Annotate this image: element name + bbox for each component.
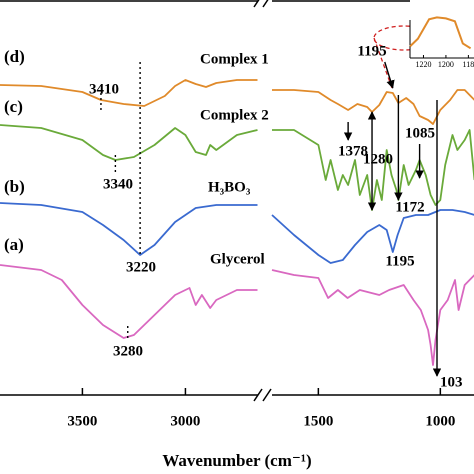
inset-background	[410, 0, 474, 72]
inset-tick-label: 1200	[438, 60, 454, 69]
annotation-arrow	[384, 61, 395, 89]
annotation-label: 3280	[113, 343, 143, 359]
spectrum-line	[0, 264, 474, 366]
x-axis-label: Wavenumber (cm⁻¹)	[162, 451, 311, 470]
annotation-label: 1172	[395, 199, 424, 215]
x-tick-label: 3500	[67, 413, 97, 429]
inset: 1220 1200 118	[409, 0, 474, 72]
annotation-label: 1280	[363, 151, 393, 167]
spectrum-line	[0, 202, 474, 264]
series-tag: (c)	[4, 97, 23, 116]
x-tick-label: 1500	[303, 413, 333, 429]
inset-tick-label: 1220	[415, 60, 431, 69]
inset-tick-label: 118	[463, 60, 474, 69]
spectrum-line	[0, 79, 474, 125]
annotation-label: 3410	[89, 81, 119, 97]
annotation-label: 3220	[126, 259, 156, 275]
series-label: Glycerol	[210, 251, 265, 267]
annotation-label: 1195	[385, 253, 414, 269]
annotation-label: 103	[440, 374, 463, 390]
annotation-label: 1085	[405, 125, 435, 141]
series-label: Complex 1	[200, 51, 269, 67]
annotation-label: 3340	[103, 176, 133, 192]
spectrum-line	[0, 124, 474, 211]
inset-line	[409, 16, 472, 50]
series-label: H₃BO₃	[208, 179, 251, 195]
x-tick-label: 1000	[425, 413, 455, 429]
annotation-label: 1195	[357, 43, 386, 59]
series-tag: (b)	[4, 177, 25, 196]
series-tag: (a)	[4, 235, 24, 254]
x-tick-label: 3000	[170, 413, 200, 429]
series-tag: (d)	[4, 47, 25, 66]
annotation-label: 1378	[338, 143, 368, 159]
series-label: Complex 2	[200, 107, 269, 123]
